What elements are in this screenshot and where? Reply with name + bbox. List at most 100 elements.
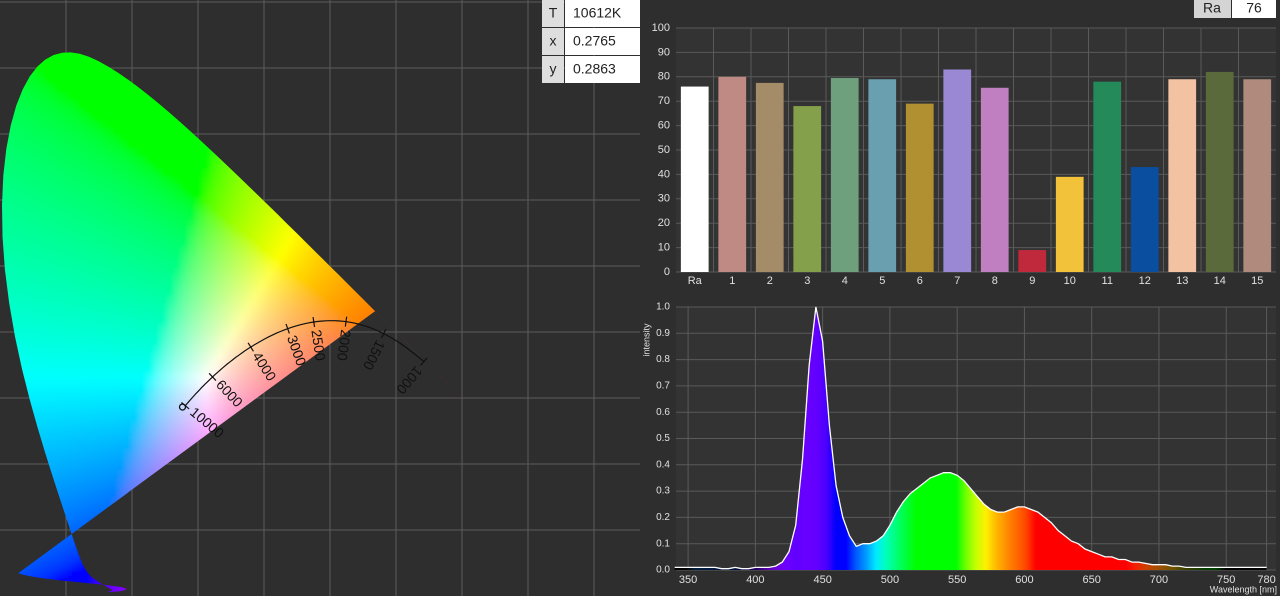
chromaticity-cell [49,163,57,171]
chromaticity-cell [91,513,99,521]
chromaticity-cell [140,205,148,213]
chromaticity-cell [140,443,148,451]
chromaticity-cell [140,177,148,185]
chromaticity-cell [63,478,71,486]
chromaticity-cell [42,562,50,570]
chromaticity-cell [238,289,246,297]
chromaticity-cell [63,219,71,227]
chromaticity-cell [154,163,162,171]
chromaticity-cell [224,289,232,297]
chromaticity-cell [70,450,78,458]
chromaticity-cell [42,443,50,451]
chromaticity-cell [161,121,169,129]
chromaticity-cell [21,275,29,283]
chromaticity-cell [119,191,127,199]
chromaticity-cell [196,317,204,325]
chromaticity-cell [147,443,155,451]
chromaticity-cell [7,149,15,157]
chromaticity-cell [126,415,134,423]
chromaticity-cell [287,268,295,276]
chromaticity-cell [252,268,260,276]
chromaticity-cell [21,366,29,374]
chromaticity-cell [84,310,92,318]
chromaticity-cell [42,86,50,94]
chromaticity-cell [119,247,127,255]
chromaticity-cell [147,191,155,199]
chromaticity-cell [231,240,239,248]
chromaticity-cell [189,422,197,430]
chromaticity-cell [56,548,64,556]
chromaticity-cell [161,366,169,374]
chromaticity-cell [273,289,281,297]
chromaticity-cell [217,198,225,206]
chromaticity-cell [14,121,22,129]
chromaticity-cell [147,184,155,192]
chromaticity-cell [14,219,22,227]
chromaticity-cell [196,380,204,388]
chromaticity-cell [56,394,64,402]
chromaticity-cell [203,401,211,409]
chromaticity-cell [112,331,120,339]
chromaticity-cell [147,247,155,255]
chromaticity-cell [42,128,50,136]
chromaticity-cell [70,58,78,66]
chromaticity-cell [224,184,232,192]
chromaticity-cell [259,282,267,290]
chromaticity-cell [63,240,71,248]
chromaticity-cell [84,93,92,101]
chromaticity-cell [63,261,71,269]
chromaticity-cell [322,268,330,276]
chromaticity-cell [273,352,281,360]
chromaticity-cell [35,156,43,164]
chromaticity-cell [21,212,29,220]
chromaticity-cell [77,65,85,73]
chromaticity-cell [210,366,218,374]
chromaticity-cell [245,247,253,255]
chromaticity-cell [182,184,190,192]
chromaticity-cell [49,443,57,451]
chromaticity-cell [28,401,36,409]
chromaticity-cell [140,415,148,423]
chromaticity-cell [35,401,43,409]
chromaticity-cell [77,443,85,451]
chromaticity-cell [140,373,148,381]
chromaticity-cell [210,198,218,206]
chromaticity-cell [175,184,183,192]
chromaticity-cell [56,177,64,185]
chromaticity-cell [42,415,50,423]
chromaticity-cell [294,303,302,311]
chromaticity-cell [238,373,246,381]
chromaticity-cell [147,345,155,353]
chromaticity-cell [63,352,71,360]
chromaticity-cell [280,359,288,367]
chromaticity-cell [112,198,120,206]
chromaticity-cell [203,324,211,332]
chromaticity-cell [105,485,113,493]
chromaticity-cell [91,506,99,514]
chromaticity-cell [196,268,204,276]
chromaticity-cell [112,394,120,402]
chromaticity-cell [161,191,169,199]
chromaticity-cell [105,324,113,332]
chromaticity-cell [133,303,141,311]
chromaticity-cell [91,450,99,458]
chromaticity-cell [126,345,134,353]
chromaticity-cell [56,79,64,87]
chromaticity-cell [35,100,43,108]
chromaticity-cell [175,219,183,227]
chromaticity-cell [91,58,99,66]
chromaticity-cell [28,303,36,311]
chromaticity-cell [105,338,113,346]
chromaticity-cell [133,338,141,346]
chromaticity-cell [203,254,211,262]
chromaticity-cell [119,464,127,472]
chromaticity-cell [42,401,50,409]
chromaticity-cell [196,149,204,157]
chromaticity-cell [273,212,281,220]
chromaticity-cell [238,191,246,199]
chromaticity-cell [49,275,57,283]
chromaticity-cell [217,289,225,297]
chromaticity-cell [189,275,197,283]
chromaticity-cell [119,149,127,157]
chromaticity-cell [203,429,211,437]
